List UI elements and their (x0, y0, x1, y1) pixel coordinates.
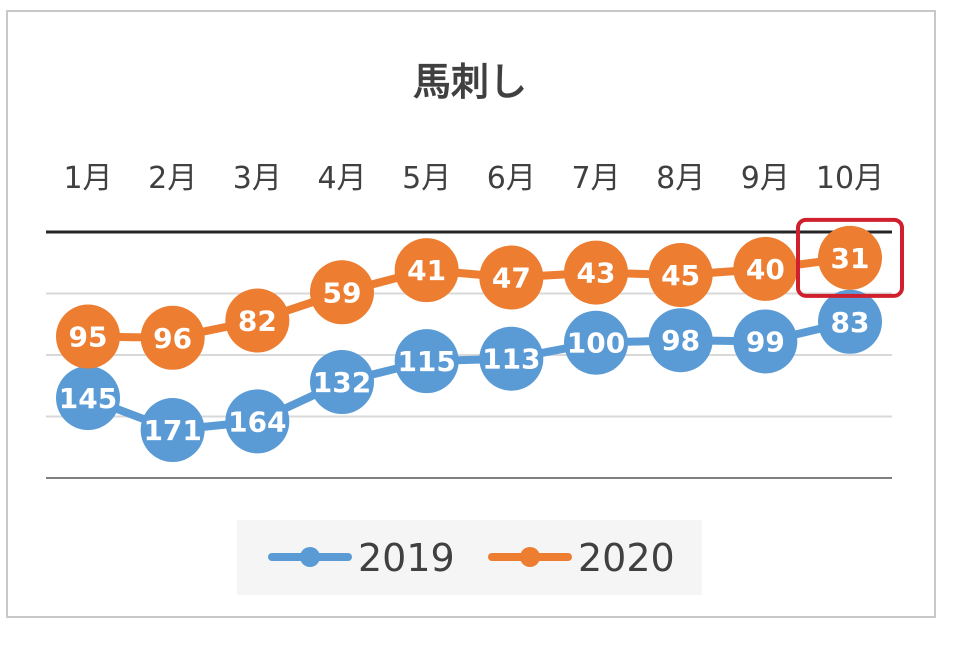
series-2019: 145 171 164 132 115 113 100 98 99 83 (56, 289, 882, 463)
point-2020-1[interactable] (56, 304, 120, 369)
data-label-2019-5: 115 (397, 345, 455, 378)
data-label-2019-7: 100 (567, 327, 625, 360)
point-2019-10[interactable] (818, 289, 882, 354)
legend-marker-2020 (520, 547, 540, 567)
series-layer: 145 171 164 132 115 113 100 98 99 83 95 96 82 59 41 47 4… (56, 225, 882, 463)
x-tick-label-7: 7月 (571, 161, 620, 196)
point-2019-8[interactable] (648, 308, 713, 373)
x-tick-label-2: 2月 (148, 161, 197, 196)
data-label-2020-8: 45 (661, 259, 700, 292)
x-tick-label-5: 5月 (402, 161, 451, 196)
series-line-2019 (84, 317, 854, 435)
data-label-2020-7: 43 (577, 257, 616, 290)
legend-label-2020: 2020 (578, 536, 675, 580)
x-tick-label-1: 1月 (63, 161, 112, 196)
chart-title: 馬刺し (413, 60, 527, 104)
x-tick-label-9: 9月 (741, 161, 790, 196)
point-2020-6[interactable] (479, 245, 544, 310)
point-2020-3[interactable] (225, 288, 290, 353)
point-2020-9[interactable] (733, 236, 798, 301)
point-2019-4[interactable] (310, 350, 374, 415)
data-label-2019-8: 98 (661, 324, 700, 357)
x-tick-label-10: 10月 (816, 161, 884, 196)
point-2020-8[interactable] (648, 243, 713, 308)
series-line-2020 (84, 253, 854, 342)
data-label-2020-6: 47 (492, 262, 531, 295)
point-2020-2[interactable] (140, 305, 205, 370)
point-2019-3[interactable] (225, 389, 290, 454)
data-label-2020-9: 40 (746, 253, 785, 286)
legend-label-2019: 2019 (358, 536, 455, 580)
data-label-2019-4: 132 (313, 366, 371, 399)
data-label-2019-9: 99 (746, 325, 785, 358)
x-tick-label-8: 8月 (656, 161, 705, 196)
point-2019-2[interactable] (140, 398, 205, 463)
point-2019-1[interactable] (56, 366, 120, 431)
x-axis-tick-labels: 1月 2月 3月 4月 5月 6月 7月 8月 9月 10月 (63, 161, 884, 196)
point-2019-9[interactable] (733, 309, 798, 374)
legend-item-2019[interactable]: 2019 (268, 536, 455, 580)
point-2020-10[interactable] (818, 225, 882, 290)
point-2020-4[interactable] (310, 260, 374, 325)
legend-marker-2019 (300, 547, 320, 567)
point-2019-7[interactable] (564, 310, 628, 375)
point-2020-7[interactable] (564, 240, 628, 305)
data-label-2020-5: 41 (407, 254, 446, 287)
highlight-layer (796, 217, 904, 298)
legend-item-2020[interactable]: 2020 (488, 536, 675, 580)
data-label-2019-2: 171 (143, 414, 201, 447)
data-label-2019-10: 83 (831, 306, 870, 339)
point-2019-6[interactable] (479, 326, 544, 391)
point-2019-5[interactable] (394, 329, 459, 394)
x-tick-label-3: 3月 (233, 161, 282, 196)
data-label-2019-1: 145 (59, 382, 117, 415)
x-tick-label-6: 6月 (487, 161, 536, 196)
data-label-2020-3: 82 (238, 305, 277, 338)
x-tick-label-4: 4月 (317, 161, 366, 196)
data-label-2020-10: 31 (831, 242, 870, 275)
series-2020: 95 96 82 59 41 47 43 45 40 31 (56, 225, 882, 370)
data-label-2019-3: 164 (228, 405, 286, 438)
point-2020-5[interactable] (394, 238, 459, 303)
data-label-2020-2: 96 (153, 322, 192, 355)
highlight-box (796, 217, 904, 298)
data-label-2020-1: 95 (69, 321, 108, 354)
data-label-2019-6: 113 (482, 343, 540, 376)
data-label-2020-4: 59 (323, 276, 362, 309)
